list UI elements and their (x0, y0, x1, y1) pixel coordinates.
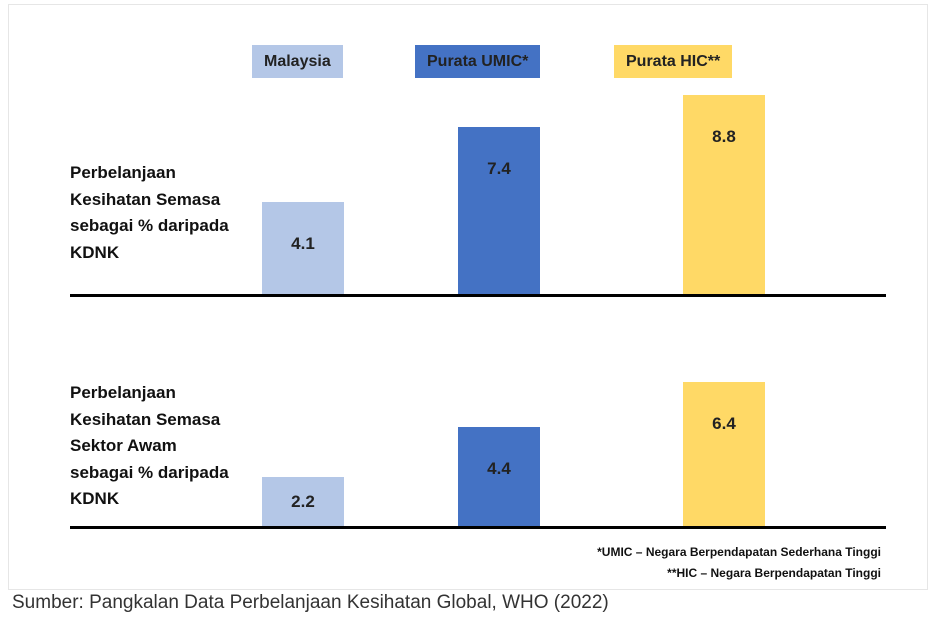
bar (458, 127, 540, 295)
bar (683, 95, 765, 295)
category-label: Perbelanjaan Kesihatan Semasa Sektor Awa… (70, 383, 229, 508)
legend-item: Purata UMIC* (415, 45, 541, 78)
bar (262, 201, 344, 295)
bar (262, 477, 344, 527)
data-label: 4.1 (291, 233, 315, 253)
footnote: *UMIC – Negara Berpendapatan Sederhana T… (597, 545, 881, 559)
legend-item: Purata HIC** (614, 45, 733, 78)
data-label: 8.8 (712, 127, 736, 147)
footnote: **HIC – Negara Berpendapatan Tinggi (667, 566, 881, 580)
data-label: 6.4 (712, 413, 736, 433)
bar (683, 381, 765, 527)
baseline (70, 294, 886, 297)
data-label: 2.2 (291, 492, 315, 512)
data-label: 7.4 (487, 159, 511, 179)
source: Sumber: Pangkalan Data Perbelanjaan Kesi… (12, 592, 609, 613)
bar (458, 427, 540, 527)
frame (8, 4, 928, 590)
legend-item: Malaysia (252, 45, 343, 78)
baseline (70, 526, 886, 529)
category-label: Perbelanjaan Kesihatan Semasa sebagai % … (70, 163, 229, 262)
data-label: 4.4 (487, 459, 511, 479)
